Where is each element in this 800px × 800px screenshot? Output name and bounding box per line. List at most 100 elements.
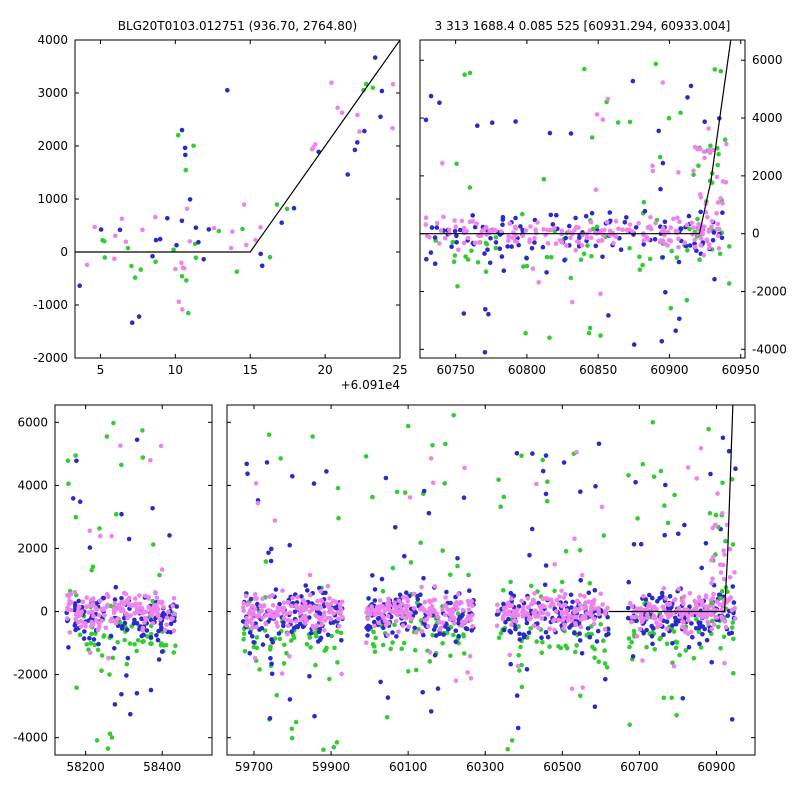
scatter-point <box>403 603 408 609</box>
scatter-point <box>424 233 430 238</box>
scatter-point <box>594 224 600 230</box>
scatter-point <box>136 314 142 319</box>
scatter-point <box>161 604 166 610</box>
scatter-point <box>335 105 340 111</box>
scatter-point <box>74 458 79 464</box>
scatter-point <box>589 210 595 216</box>
scatter-point <box>299 594 304 599</box>
scatter-point <box>313 142 318 147</box>
scatter-point <box>669 248 674 254</box>
scatter-point <box>460 607 466 613</box>
scatter-point <box>602 627 608 632</box>
scatter-point <box>89 631 94 637</box>
scatter-point <box>102 255 108 260</box>
scatter-point <box>395 612 400 617</box>
scatter-point <box>266 432 272 438</box>
scatter-point <box>382 608 388 614</box>
scatter-point <box>285 600 291 605</box>
scatter-point <box>151 607 156 613</box>
scatter-point <box>352 147 358 153</box>
scatter-point <box>73 453 78 458</box>
scatter-point <box>355 140 360 145</box>
scatter-point <box>367 624 373 630</box>
scatter-point <box>262 628 268 633</box>
scatter-point <box>263 621 269 627</box>
scatter-point <box>124 661 130 667</box>
scatter-point <box>101 613 107 618</box>
scatter-point <box>446 626 451 632</box>
scatter-point <box>535 220 540 225</box>
scatter-point <box>307 609 313 614</box>
scatter-point <box>559 588 564 594</box>
scatter-point <box>578 624 584 630</box>
scatter-point <box>599 237 605 243</box>
scatter-point <box>593 484 598 489</box>
scatter-point <box>615 120 621 125</box>
scatter-point <box>432 597 438 602</box>
scatter-point <box>157 236 163 242</box>
scatter-point <box>720 201 725 206</box>
scatter-point <box>103 625 109 631</box>
scatter-point <box>329 80 334 86</box>
scatter-point <box>106 655 111 661</box>
scatter-point <box>604 665 610 670</box>
scatter-point <box>545 611 550 616</box>
scatter-point <box>685 95 690 100</box>
scatter-point <box>67 598 72 604</box>
scatter-point <box>670 660 675 666</box>
scatter-point <box>703 541 709 546</box>
scatter-point <box>577 631 582 636</box>
scatter-point <box>700 231 706 237</box>
scatter-point <box>720 210 725 215</box>
chart-title: BLG20T0103.012751 (936.70, 2764.80) <box>118 19 357 33</box>
scatter-point <box>696 594 702 600</box>
scatter-point <box>434 225 440 230</box>
scatter-point <box>596 238 601 244</box>
scatter-point <box>680 624 685 630</box>
scatter-point <box>119 605 124 611</box>
scatter-point <box>578 693 583 699</box>
scatter-point <box>133 596 138 601</box>
scatter-point <box>568 275 574 281</box>
scatter-point <box>323 590 328 596</box>
scatter-point <box>390 640 395 645</box>
scatter-point <box>318 588 324 594</box>
x-tick-label: 15 <box>243 363 258 377</box>
scatter-point <box>696 163 701 168</box>
scatter-point <box>570 599 575 605</box>
scatter-point <box>323 647 329 652</box>
scatter-point <box>483 240 489 246</box>
scatter-point <box>641 594 646 599</box>
scatter-point <box>498 631 504 636</box>
scatter-point <box>318 635 324 641</box>
scatter-point <box>95 647 101 653</box>
scatter-point <box>460 612 465 618</box>
scatter-point <box>660 160 666 166</box>
scatter-point <box>281 615 287 621</box>
scatter-point <box>313 662 318 668</box>
y-tick-label: 0 <box>752 227 760 241</box>
scatter-point <box>671 216 676 222</box>
scatter-point <box>70 496 76 501</box>
scatter-point <box>420 690 426 695</box>
scatter-point <box>674 640 680 645</box>
scatter-point <box>437 100 442 105</box>
scatter-point <box>541 596 546 602</box>
scatter-point <box>466 602 472 607</box>
scatter-point <box>155 637 161 643</box>
scatter-point <box>444 589 449 595</box>
scatter-point <box>508 590 514 596</box>
scatter-point <box>723 624 729 630</box>
scatter-point <box>450 616 455 622</box>
scatter-point <box>701 149 707 154</box>
scatter-point <box>274 202 280 207</box>
scatter-point <box>501 587 506 593</box>
scatter-point <box>659 590 665 596</box>
scatter-point <box>468 676 474 681</box>
scatter-point <box>259 263 265 269</box>
scatter-point <box>179 260 184 266</box>
scatter-point <box>447 227 452 233</box>
scatter-point <box>666 614 671 620</box>
scatter-point <box>705 612 710 618</box>
scatter-point <box>550 222 556 227</box>
